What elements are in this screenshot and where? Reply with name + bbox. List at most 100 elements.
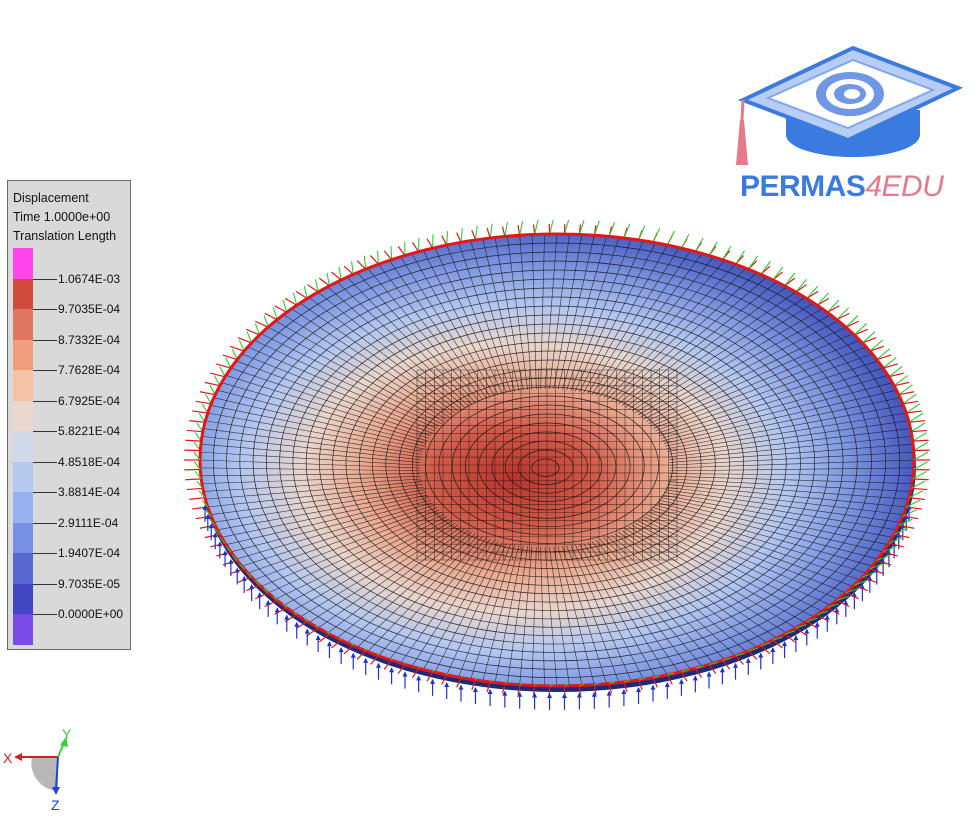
arrow-green — [888, 537, 903, 544]
mesh-spoke — [663, 492, 897, 531]
arrow-red — [888, 542, 904, 548]
arrow-red — [397, 246, 406, 256]
mesh-spoke — [494, 237, 524, 391]
arrow-green — [845, 315, 859, 328]
arrow-green — [910, 480, 926, 489]
mesh-spoke — [660, 375, 889, 439]
arrow-red — [411, 242, 420, 252]
mesh-spoke — [599, 256, 714, 398]
arrow-green — [194, 471, 202, 480]
mesh-spoke — [203, 428, 422, 458]
arrow-red — [397, 664, 406, 674]
arrow-green — [902, 393, 917, 405]
arrow-red — [331, 271, 342, 281]
legend-tick-label: 3.8814E-04 — [58, 485, 121, 500]
mesh-spoke — [434, 542, 503, 673]
arrow-green — [735, 652, 745, 657]
arrow-green — [760, 260, 771, 275]
arrow-blue-head — [458, 684, 464, 690]
arrow-red — [189, 420, 206, 423]
mesh-spoke — [668, 478, 911, 492]
logo-text-main: PERMAS — [740, 170, 866, 203]
arrow-blue-head — [208, 523, 214, 529]
arrow-red — [854, 328, 868, 336]
arrow-green — [667, 672, 675, 676]
mesh-spoke — [236, 502, 433, 560]
mesh-spoke — [557, 546, 595, 685]
arrow-green — [817, 610, 829, 616]
mesh-ring — [372, 350, 730, 578]
mesh-spoke — [669, 475, 913, 484]
mesh-spoke — [213, 489, 425, 523]
arrow-green — [282, 300, 288, 313]
arrow-green — [254, 580, 261, 586]
mesh-spoke — [446, 244, 507, 393]
arrow-green — [489, 679, 493, 683]
mesh-spoke — [663, 389, 897, 444]
arrow-green — [908, 412, 924, 423]
arrow-blue-head — [294, 621, 300, 627]
mesh-spoke — [659, 367, 884, 437]
mesh-spoke — [640, 314, 831, 418]
arrow-blue-head — [363, 657, 369, 663]
mesh-spoke — [607, 536, 736, 656]
arrow-green — [854, 580, 867, 586]
arrow-green — [225, 546, 232, 553]
arrow-green — [694, 237, 704, 252]
arrow-green — [231, 554, 238, 561]
arrow-red — [195, 400, 212, 405]
mesh-spoke — [634, 302, 814, 414]
legend-tick-mark — [33, 492, 57, 494]
arrow-blue-head — [706, 671, 712, 677]
mesh-spoke — [625, 528, 787, 634]
mesh-spoke — [549, 547, 570, 686]
mesh-spoke — [553, 546, 583, 686]
arrow-green — [246, 571, 253, 578]
arrow-red — [204, 533, 220, 539]
arrow-blue-head — [228, 558, 234, 564]
arrow-green — [882, 357, 897, 369]
arrow-red — [784, 633, 796, 643]
arrow-green — [666, 230, 675, 246]
mesh-spoke — [662, 382, 893, 442]
mesh-spoke — [230, 499, 431, 553]
mesh-spoke — [470, 240, 516, 392]
arrow-red — [894, 381, 910, 387]
arrow-red — [199, 391, 216, 396]
arrow-green — [708, 241, 718, 256]
mesh-spoke — [200, 451, 421, 466]
arrow-blue-head — [472, 687, 478, 693]
arrow-red — [836, 599, 850, 608]
arrow-blue-head — [719, 667, 725, 673]
legend-swatch — [13, 614, 33, 646]
legend-tick-label: 4.8518E-04 — [58, 454, 121, 469]
arrow-blue-head — [793, 634, 799, 640]
mesh-spoke — [562, 546, 607, 684]
arrow-green — [432, 669, 434, 672]
triad-y-label: Y — [62, 726, 72, 742]
arrow-green — [913, 461, 928, 470]
arrow-green — [549, 683, 554, 687]
arrow-blue-head — [824, 614, 830, 620]
arrow-blue-head — [444, 681, 450, 687]
arrow-blue-head — [402, 671, 408, 677]
arrow-green — [198, 490, 206, 499]
mesh-spoke — [494, 545, 524, 683]
arrow-red — [854, 584, 868, 592]
arrow-blue-head — [487, 688, 493, 694]
arrow-blue-head — [782, 641, 788, 647]
arrow-blue-head — [326, 641, 332, 647]
mesh-spoke — [225, 497, 430, 545]
arrow-green — [231, 348, 238, 360]
arrow-red — [331, 639, 342, 649]
arrow-green — [836, 595, 849, 601]
mesh-spoke — [595, 253, 703, 396]
arrow-green — [205, 509, 212, 517]
arrow-red — [370, 255, 379, 265]
mesh-spoke — [236, 360, 433, 434]
legend-tick-mark — [33, 431, 57, 433]
arrow-red — [862, 576, 877, 583]
mesh-spoke — [317, 291, 462, 410]
arrow-green — [784, 272, 796, 287]
legend-swatch — [13, 492, 33, 524]
